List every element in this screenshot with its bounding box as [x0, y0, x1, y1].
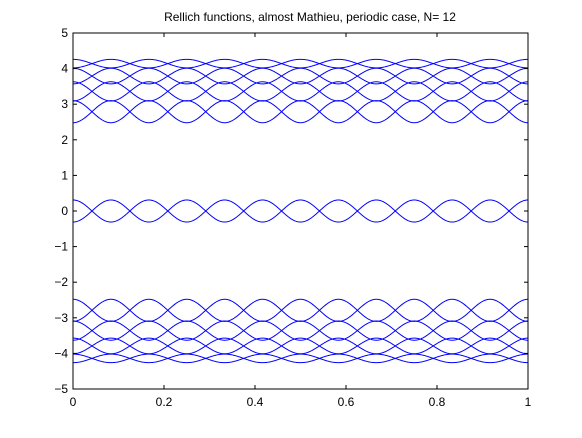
- series-line-band-1-a: [72, 58, 529, 69]
- x-tick-label: 0.8: [429, 395, 446, 409]
- series-line-band-3-b: [72, 81, 529, 102]
- series-line-band-4-b: [72, 100, 529, 124]
- series-line-band-6-a: [72, 298, 529, 322]
- y-tick-label: 5: [61, 26, 68, 40]
- series-line-band-8-a: [72, 337, 529, 355]
- y-axis: −5 −4 −3 −2 −1 0 1 2 3 4 5: [54, 26, 528, 396]
- x-tick-label: 0.4: [247, 395, 264, 409]
- series-line-band-3-a: [72, 81, 529, 102]
- y-tick-label: −1: [54, 240, 68, 254]
- series-line-band-4-a: [72, 100, 529, 124]
- y-tick-label: 3: [61, 97, 68, 111]
- y-tick-label: −5: [54, 382, 68, 396]
- y-tick-label: −3: [54, 311, 68, 325]
- y-tick-label: 2: [61, 133, 68, 147]
- series-line-band-6-b: [72, 298, 529, 322]
- x-axis: 0 0.2 0.4 0.6 0.8 1: [70, 33, 532, 409]
- x-tick-label: 0.2: [156, 395, 173, 409]
- axes-box: [72, 32, 529, 390]
- y-tick-label: 4: [61, 62, 68, 76]
- x-tick-label: 0: [70, 395, 77, 409]
- series-line-band-7-a: [72, 320, 529, 341]
- y-tick-label: 1: [61, 168, 68, 182]
- series-line-band-5-a: [72, 199, 529, 223]
- x-tick-label: 0.6: [338, 395, 355, 409]
- series-line-band-2-b: [72, 67, 529, 85]
- series-line-band-9-b: [72, 353, 529, 364]
- x-tick-label: 1: [525, 395, 532, 409]
- series-layer: [72, 58, 529, 364]
- series-line-band-7-b: [72, 320, 529, 341]
- y-tick-label: −2: [54, 275, 68, 289]
- y-tick-label: 0: [61, 204, 68, 218]
- chart-title: Rellich functions, almost Mathieu, perio…: [164, 10, 456, 24]
- y-tick-label: −4: [54, 346, 68, 360]
- series-line-band-2-a: [72, 67, 529, 85]
- series-line-band-9-a: [72, 353, 529, 364]
- series-line-band-5-b: [72, 199, 529, 223]
